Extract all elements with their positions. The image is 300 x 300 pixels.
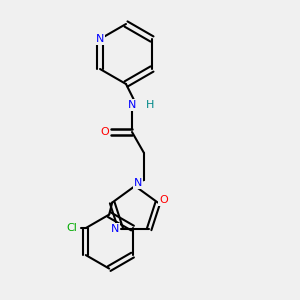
Text: H: H bbox=[146, 100, 154, 110]
Text: N: N bbox=[111, 224, 119, 234]
Text: Cl: Cl bbox=[67, 223, 78, 233]
Text: N: N bbox=[96, 34, 104, 44]
Text: O: O bbox=[160, 195, 168, 205]
Text: O: O bbox=[100, 127, 109, 137]
Text: N: N bbox=[128, 100, 136, 110]
Text: N: N bbox=[134, 178, 142, 188]
